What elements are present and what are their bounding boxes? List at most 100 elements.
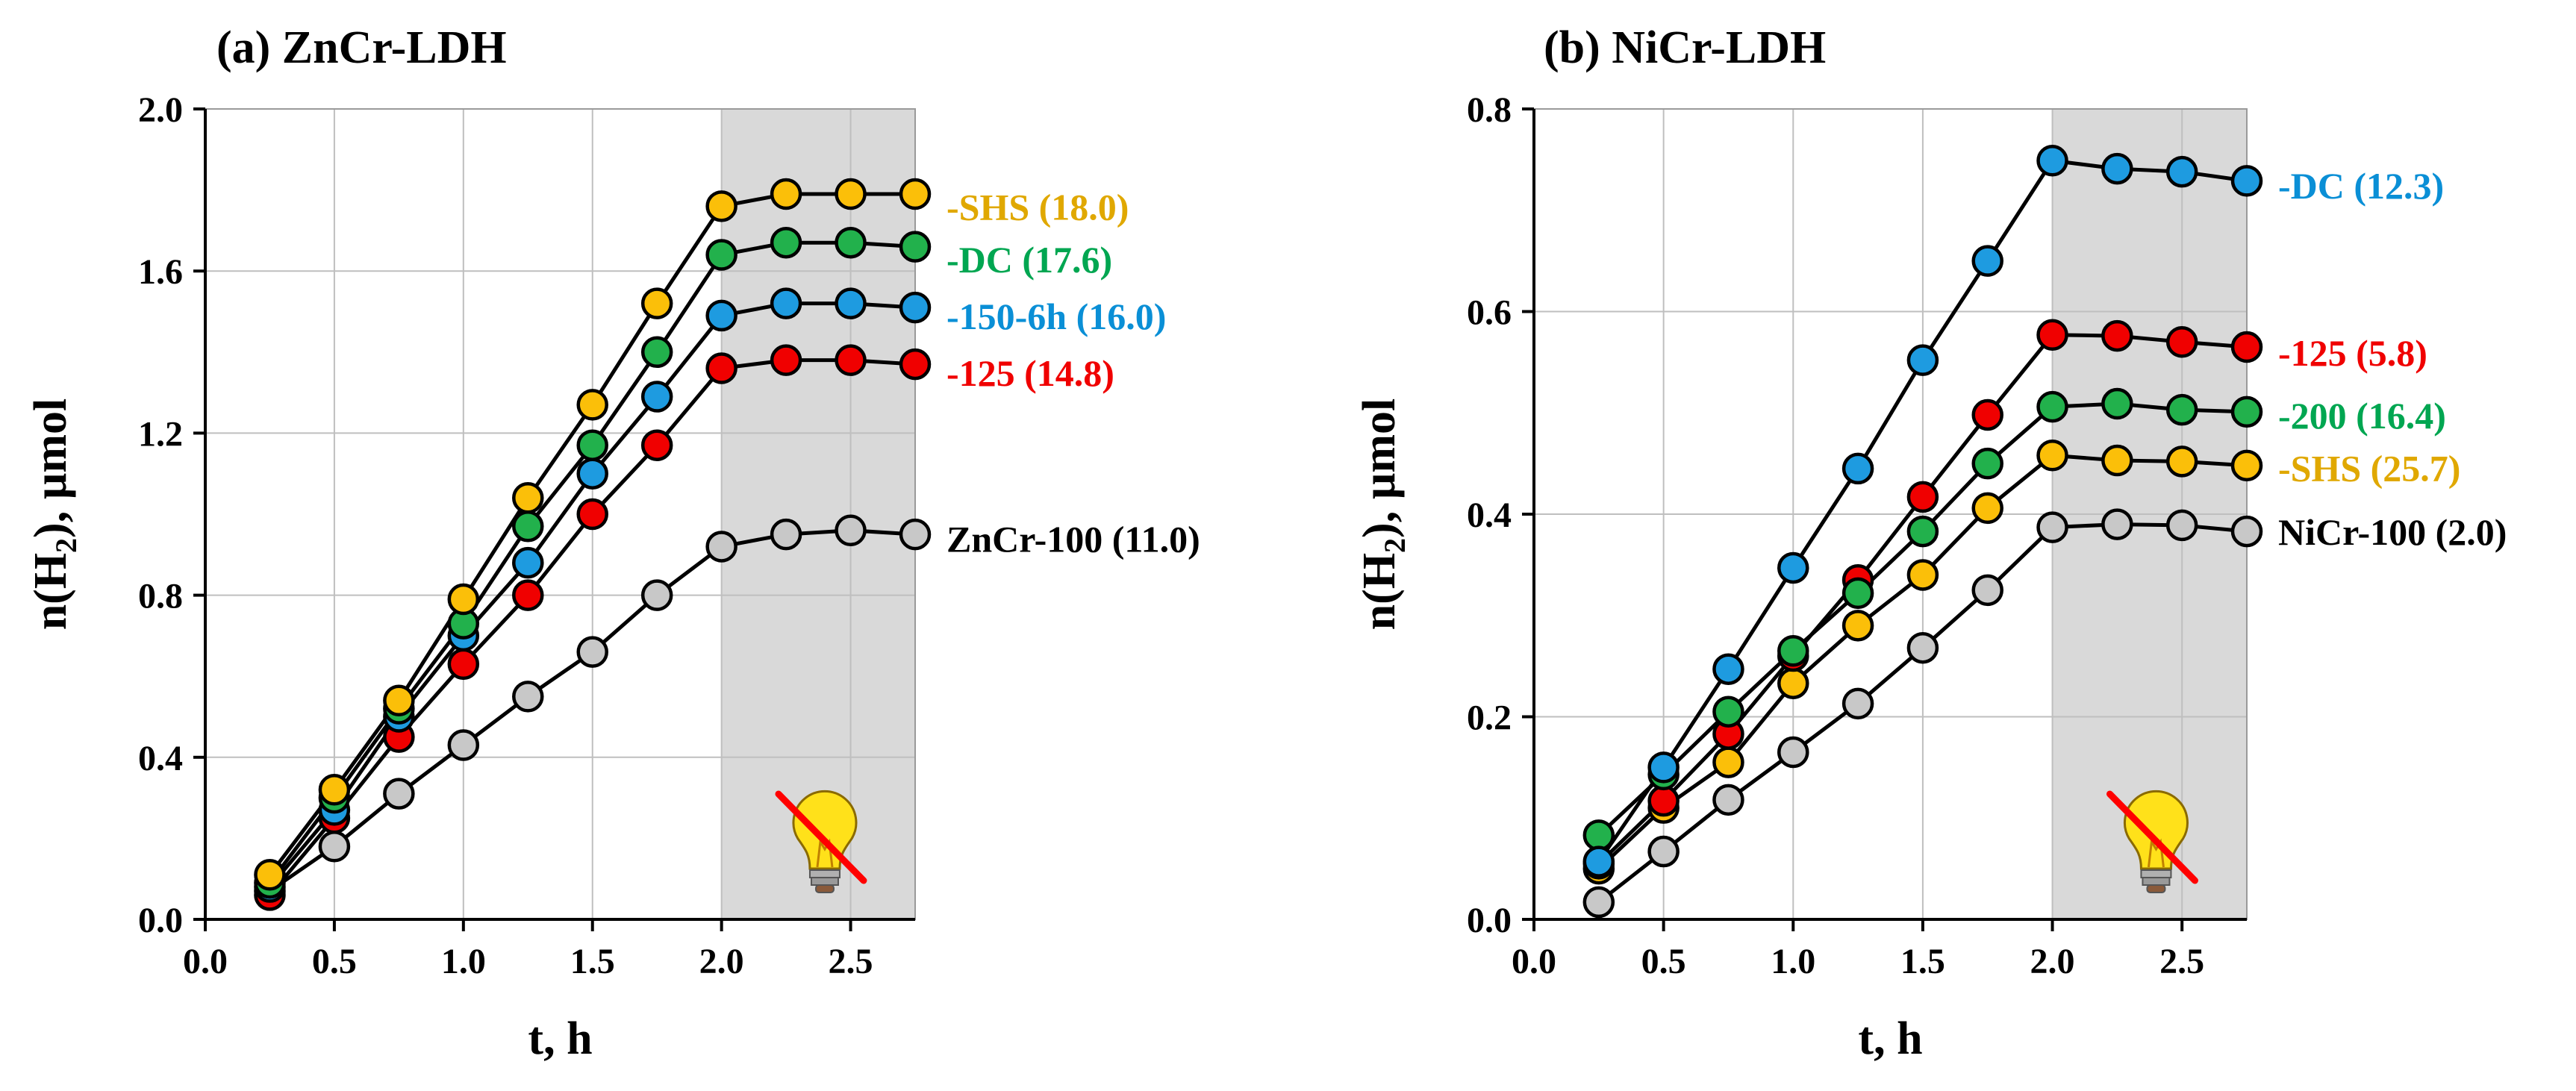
data-point-base: [705, 531, 737, 563]
y-axis-label-main: n(H: [1354, 553, 1405, 630]
y-tick-label: 0.8: [1467, 90, 1512, 130]
data-point-DC: [835, 226, 867, 259]
x-tick-label: 1.5: [1900, 942, 1945, 981]
data-point-SHS: [770, 178, 802, 210]
cross-line: [775, 790, 867, 884]
cross-line: [2106, 790, 2198, 884]
data-point-200: [2036, 390, 2068, 423]
bulb-tip: [814, 884, 835, 893]
data-point-SHS: [2101, 444, 2133, 477]
bulb-glass: [2123, 790, 2189, 870]
bulb-base: [2142, 877, 2171, 886]
bulb-base: [2140, 869, 2172, 878]
x-tick-label: 2.0: [2030, 942, 2075, 981]
x-tick-label: 2.5: [829, 942, 873, 981]
data-point-base: [576, 636, 608, 668]
y-tick-label: 0.8: [138, 577, 183, 616]
x-tick-label: 0.5: [1641, 942, 1686, 981]
data-point-base: [2036, 511, 2068, 543]
data-point-200: [1712, 695, 1744, 728]
bulb-glass: [792, 790, 858, 870]
data-point-200: [1906, 515, 1939, 548]
data-point-SHS: [1971, 492, 2003, 525]
data-point-125: [576, 498, 608, 531]
y-tick-label: 1.6: [138, 252, 183, 292]
data-point-150-6h: [2101, 152, 2133, 185]
chart-title: (b) NiCr-LDH: [1544, 22, 1826, 73]
data-point-SHS: [447, 583, 480, 616]
series-end-label: -125 (5.8): [2278, 332, 2427, 374]
data-point-SHS: [318, 773, 351, 806]
series-end-label: -150-6h (16.0): [946, 296, 1166, 337]
series-end-label: -125 (14.8): [946, 352, 1114, 394]
x-tick-label: 1.0: [441, 942, 486, 981]
data-point-125: [512, 579, 544, 611]
light-off-icon: [775, 790, 867, 893]
data-point-150-6h: [770, 287, 802, 319]
data-point-125: [2101, 319, 2133, 352]
data-point-base: [383, 778, 415, 810]
data-point-SHS: [1841, 610, 1874, 642]
y-axis-label-tail: ), µmol: [1354, 398, 1405, 538]
data-point-SHS: [254, 859, 286, 891]
bulb-base: [810, 877, 839, 886]
data-point-SHS: [705, 190, 737, 222]
data-point-200: [1971, 447, 2003, 480]
data-point-SHS: [576, 389, 608, 421]
data-point-DC: [770, 226, 802, 259]
data-point-SHS: [2036, 440, 2068, 472]
data-point-DC: [705, 239, 737, 271]
series-end-label: -SHS (18.0): [946, 186, 1129, 228]
chart-panel-a: 0.0 0.5 1.0 1.5 2.0 2.5 0.0 0.4 0.8 1.2 1.6 2.0 (a) …: [25, 22, 1200, 1064]
y-tick-label: 0.2: [1467, 698, 1512, 738]
series-end-label: -200 (16.4): [2278, 395, 2446, 437]
data-point-200: [1582, 819, 1615, 851]
chart-panel-b: 0.0 0.5 1.0 1.5 2.0 2.5 0.0 0.2 0.4 0.6 0.8 (b) NiC…: [1354, 22, 2507, 1064]
bulb-tip: [2146, 884, 2166, 893]
data-point-150-6h: [576, 457, 608, 490]
data-point-base: [835, 514, 867, 546]
data-point-SHS: [640, 287, 673, 319]
data-point-base: [899, 518, 932, 551]
data-point-base: [447, 729, 480, 761]
data-point-DC: [640, 336, 673, 369]
y-axis-label-subscript: 2: [49, 538, 83, 553]
data-point-200: [2165, 393, 2198, 426]
x-tick-label: 0.0: [183, 942, 228, 981]
series-end-label: -SHS (25.7): [2278, 448, 2460, 490]
data-point-SHS: [512, 482, 544, 514]
data-point-base: [2165, 509, 2198, 542]
y-tick-label: 0.4: [138, 739, 183, 778]
data-point-base: [1777, 736, 1809, 769]
data-point-150-6h: [1777, 551, 1809, 584]
x-tick-label: 2.0: [699, 942, 744, 981]
data-point-base: [2230, 515, 2263, 548]
data-point-SHS: [1777, 667, 1809, 699]
data-point-150-6h: [2230, 165, 2263, 197]
y-axis-label-tail: ), µmol: [25, 398, 76, 538]
data-point-150-6h: [1647, 751, 1680, 784]
data-point-200: [2101, 387, 2133, 420]
data-point-125: [2036, 319, 2068, 351]
data-point-125: [2165, 325, 2198, 358]
data-point-150-6h: [640, 381, 673, 413]
data-point-base: [318, 831, 351, 863]
data-point-SHS: [2230, 449, 2263, 482]
data-point-150-6h: [1906, 344, 1939, 376]
bulb-base: [808, 869, 841, 878]
data-point-SHS: [899, 178, 932, 210]
data-point-DC: [899, 231, 932, 263]
y-axis-label-subscript: 2: [1378, 538, 1412, 553]
data-point-200: [2230, 396, 2263, 428]
series-end-label: -DC (12.3): [2278, 165, 2444, 207]
data-point-150-6h: [2165, 155, 2198, 188]
data-point-125: [770, 344, 802, 376]
data-point-200: [1841, 577, 1874, 610]
data-point-150-6h: [1841, 452, 1874, 485]
data-point-SHS: [835, 178, 867, 210]
data-point-base: [1841, 687, 1874, 720]
data-point-base: [1971, 574, 2003, 607]
y-tick-label: 0.4: [1467, 496, 1512, 535]
data-point-150-6h: [1582, 845, 1615, 878]
